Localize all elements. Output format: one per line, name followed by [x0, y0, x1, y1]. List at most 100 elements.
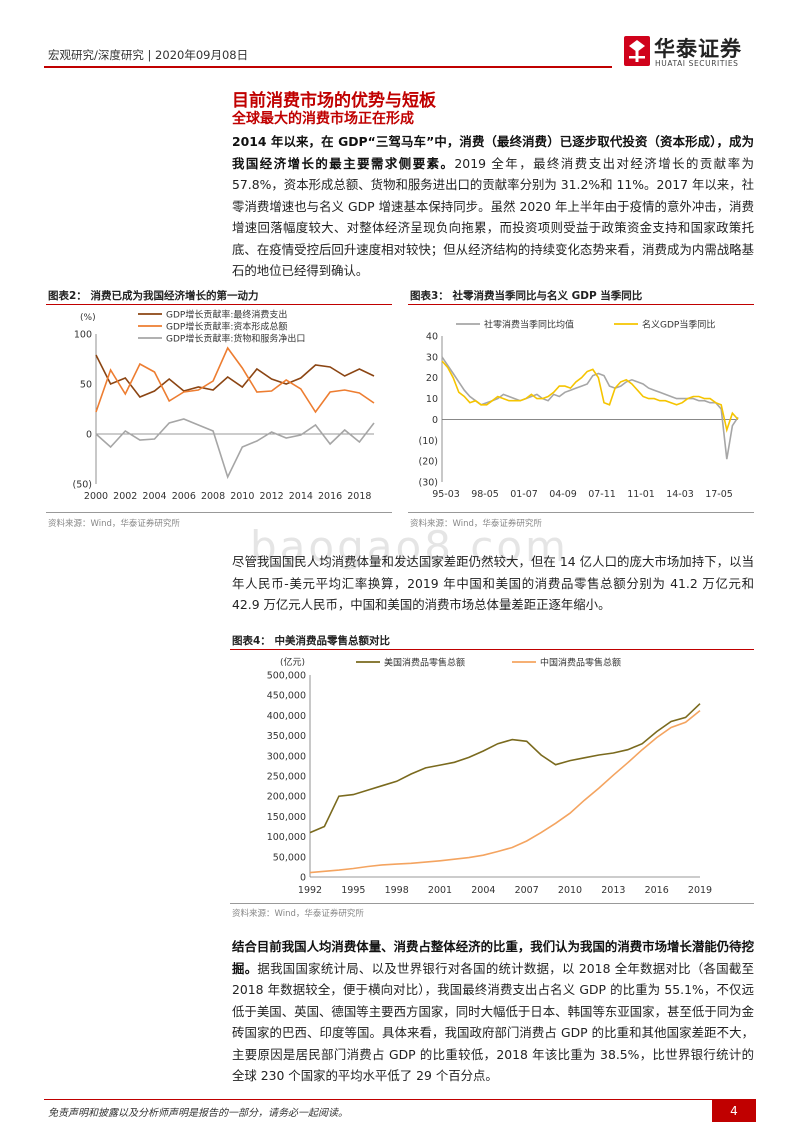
y-axis-unit: (%): [80, 313, 96, 323]
x-tick-label: 2004: [142, 491, 166, 502]
figure-4-title: 图表4： 中美消费品零售总额对比: [232, 635, 390, 647]
series-line-2: [95, 346, 375, 414]
paragraph-2: 尽管我国国民人均消费体量和发达国家差距仍然较大，但在 14 亿人口的庞大市场加持…: [232, 554, 754, 612]
figure-3-rule: [408, 304, 754, 305]
legend-label-2: 名义GDP当季同比: [642, 319, 715, 331]
y-tick-label: 400,000: [267, 711, 306, 722]
footer-divider: [44, 1099, 756, 1100]
x-tick-label: 1998: [385, 885, 409, 896]
y-tick-label: 20: [426, 373, 438, 384]
x-tick-label: 2008: [201, 491, 225, 502]
y-tick-label: (20): [418, 457, 438, 468]
logo-text-en: HUATAI SECURITIES: [655, 59, 739, 68]
logo-text: 华泰证券: [654, 37, 742, 61]
figure-2-source: 资料来源：Wind，华泰证券研究所: [48, 519, 180, 529]
paragraph-1-lead: 2014 年以来，在 GDP“三驾马车”中，消费（最终消费）已逐步取代投资（资本…: [232, 134, 754, 171]
section-title: 目前消费市场的优势与短板: [232, 91, 436, 111]
x-tick-label: 2002: [113, 491, 137, 502]
figure-4-rule: [230, 649, 754, 650]
legend-label-1: 社零消费当季同比均值: [484, 319, 574, 331]
figure-2-title: 图表2： 消费已成为我国经济增长的第一动力: [48, 290, 259, 302]
y-tick-label: 30: [426, 352, 438, 363]
y-tick-label: (30): [418, 478, 438, 489]
x-tick-label: 11-01: [627, 489, 655, 500]
x-tick-label: 2007: [515, 885, 539, 896]
series-line-1: [441, 356, 739, 460]
x-tick-label: 98-05: [471, 489, 499, 500]
x-tick-label: 2000: [84, 491, 108, 502]
y-tick-label: 40: [426, 332, 438, 343]
y-tick-label: 450,000: [267, 691, 306, 702]
x-tick-label: 2006: [172, 491, 196, 502]
paragraph-3-lead: 结合目前我国人均消费体量、消费占整体经济的比重，我们认为我国的消费市场增长潜能仍…: [232, 939, 754, 976]
y-tick-label: 300,000: [267, 751, 306, 762]
y-tick-label: 50,000: [273, 852, 306, 863]
x-tick-label: 2010: [230, 491, 254, 502]
section-subtitle: 全球最大的消费市场正在形成: [232, 111, 414, 127]
y-tick-label: (50): [72, 480, 92, 491]
footer-disclaimer: 免责声明和披露以及分析师声明是报告的一部分，请务必一起阅读。: [48, 1108, 348, 1119]
x-tick-label: 95-03: [432, 489, 460, 500]
y-tick-label: 200,000: [267, 792, 306, 803]
series-line-1: [309, 703, 701, 834]
x-tick-label: 2019: [688, 885, 712, 896]
series-line-2: [309, 709, 701, 874]
chart-gdp-contribution: (%) 100 50 0 (50)2000 2002 2004 2006 2008 2010 201…: [72, 309, 375, 502]
header-divider: [44, 66, 612, 68]
figure-3-source: 资料来源：Wind，华泰证券研究所: [410, 519, 542, 529]
figure-4-source: 资料来源：Wind，华泰证券研究所: [232, 909, 364, 919]
x-tick-label: 1995: [341, 885, 365, 896]
y-tick-label: 10: [426, 394, 438, 405]
y-tick-label: 50: [80, 380, 92, 391]
x-tick-label: 2012: [259, 491, 283, 502]
figure-4-bottom-rule: [230, 903, 754, 904]
y-axis-unit: (亿元): [280, 656, 305, 668]
chart-us-china-retail: (亿元) 500,000 450,000 400,000 350,000 300,000 2…: [267, 656, 712, 896]
paragraph-3-body: 据我国国家统计局、以及世界银行对各国的统计数据，以 2018 全年数据对比（各国…: [232, 960, 754, 1084]
legend-label-2: 中国消费品零售总额: [540, 657, 621, 669]
watermark: baogao8.com: [250, 522, 569, 571]
paragraph-1: 2014 年以来，在 GDP“三驾马车”中，消费（最终消费）已逐步取代投资（资本…: [232, 131, 754, 282]
x-tick-label: 2018: [347, 491, 371, 502]
y-tick-label: 250,000: [267, 772, 306, 783]
x-tick-label: 2014: [289, 491, 313, 502]
y-tick-label: 0: [432, 415, 438, 426]
series-line-2: [441, 360, 739, 433]
y-tick-label: 100: [74, 330, 92, 341]
legend-label-2: GDP增长贡献率:资本形成总额: [166, 321, 287, 333]
series-line-3: [95, 418, 375, 480]
x-tick-label: 2016: [645, 885, 669, 896]
y-tick-label: 0: [86, 430, 92, 441]
x-tick-label: 07-11: [588, 489, 616, 500]
legend-label-1: GDP增长贡献率:最终消费支出: [166, 309, 287, 321]
figure-3-bottom-rule: [408, 512, 754, 513]
x-tick-label: 2016: [318, 491, 342, 502]
x-tick-label: 2010: [558, 885, 582, 896]
y-tick-label: 500,000: [267, 671, 306, 682]
paragraph-1-body: 2019 全年，最终消费支出对经济增长的贡献率为 57.8%，资本形成总额、货物…: [232, 155, 755, 279]
y-tick-label: 0: [300, 873, 306, 884]
report-meta: 宏观研究/深度研究 | 2020年09月08日: [48, 48, 249, 62]
y-tick-label: (10): [418, 436, 438, 447]
huatai-logo-icon: [624, 36, 650, 66]
y-tick-label: 100,000: [267, 832, 306, 843]
page-number: 4: [712, 1100, 756, 1122]
x-tick-label: 01-07: [510, 489, 538, 500]
x-tick-label: 2001: [428, 885, 452, 896]
figure-3-title: 图表3： 社零消费当季同比与名义 GDP 当季同比: [410, 290, 643, 302]
x-tick-label: 14-03: [666, 489, 694, 500]
x-tick-label: 04-09: [549, 489, 577, 500]
legend-label-1: 美国消费品零售总额: [384, 657, 465, 669]
legend-label-3: GDP增长贡献率:货物和服务净出口: [166, 333, 305, 345]
chart-retail-vs-gdp: 40 30 20 10 0 (10) (20) (30)95-03 98-05 01-07 04-0…: [418, 319, 739, 500]
series-line-1: [95, 354, 375, 398]
y-tick-label: 150,000: [267, 812, 306, 823]
x-tick-label: 2004: [471, 885, 495, 896]
x-tick-label: 17-05: [705, 489, 733, 500]
figure-2-bottom-rule: [46, 512, 392, 513]
paragraph-3: 结合目前我国人均消费体量、消费占整体经济的比重，我们认为我国的消费市场增长潜能仍…: [232, 936, 754, 1087]
x-tick-label: 1992: [298, 885, 322, 896]
x-tick-label: 2013: [601, 885, 625, 896]
figure-2-rule: [46, 304, 392, 305]
y-tick-label: 350,000: [267, 731, 306, 742]
